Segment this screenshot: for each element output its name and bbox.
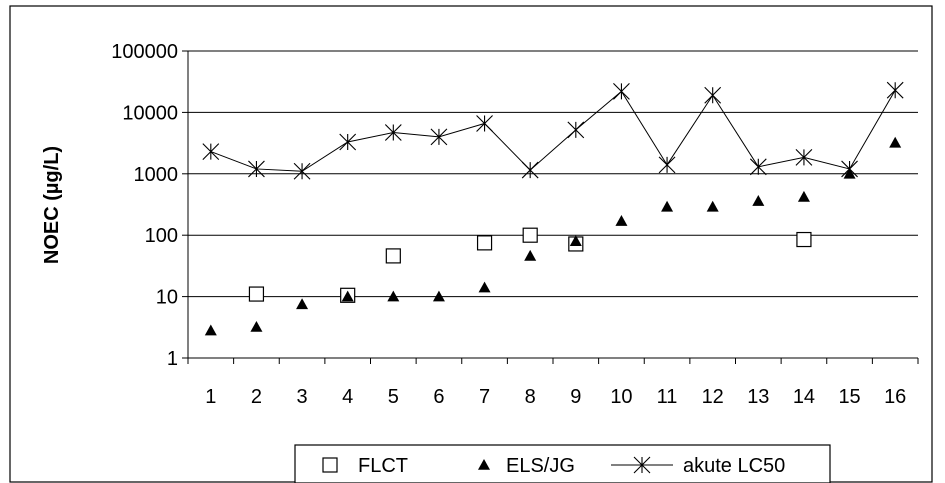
legend-label: akute LC50	[683, 455, 785, 477]
data-point	[704, 86, 722, 104]
x-tick-label: 6	[433, 386, 444, 408]
series-akute-lc50	[202, 81, 904, 180]
x-tick-label: 14	[793, 386, 815, 408]
x-tick-label: 11	[657, 386, 678, 408]
data-point	[296, 298, 309, 310]
series-layer	[202, 81, 904, 336]
x-tick-label: 16	[884, 386, 906, 408]
legend: FLCT ELS/JG akute LC50	[294, 444, 831, 483]
legend-marker	[633, 456, 651, 474]
gridlines	[182, 50, 919, 364]
legend-entry: akute LC50	[611, 455, 785, 477]
data-point	[752, 195, 765, 206]
legend-entry: ELS/JG	[478, 455, 575, 477]
data-point	[567, 121, 585, 139]
x-tick-label: 13	[747, 386, 769, 408]
data-point	[204, 324, 217, 336]
data-point	[250, 320, 263, 332]
data-point	[795, 149, 813, 166]
data-point	[522, 227, 538, 243]
series-line	[210, 89, 896, 172]
data-point	[339, 133, 357, 151]
y-tick-label: 10	[156, 287, 178, 309]
x-tick-label: 10	[610, 386, 632, 408]
legend-entry: FLCT	[322, 455, 408, 477]
legend-label: FLCT	[358, 455, 408, 477]
y-tick-label: 1	[167, 348, 178, 370]
data-point	[615, 215, 628, 226]
data-point	[889, 136, 902, 148]
data-point	[248, 160, 265, 178]
legend-label: ELS/JG	[506, 455, 575, 477]
y-tick-label: 1000	[134, 164, 179, 186]
series-flct	[248, 227, 812, 303]
data-point	[521, 161, 539, 179]
data-point	[613, 82, 630, 100]
data-point	[476, 115, 493, 132]
data-point	[569, 235, 582, 246]
data-point	[658, 156, 676, 174]
chart-frame	[9, 5, 933, 483]
x-tick-label: 2	[251, 386, 262, 408]
x-tick-label: 4	[342, 386, 353, 408]
x-tick-label: 1	[205, 386, 216, 408]
x-tick-label: 8	[525, 386, 536, 408]
x-tick-label: 3	[297, 386, 308, 408]
data-point	[385, 248, 401, 264]
data-point	[476, 235, 493, 251]
data-point	[387, 290, 400, 302]
data-point	[248, 286, 265, 302]
y-tick-label: 10000	[122, 102, 178, 124]
x-tick-label: 12	[702, 386, 724, 408]
data-point	[796, 231, 812, 248]
x-tick-label: 5	[388, 386, 399, 408]
data-point	[341, 290, 354, 302]
y-tick-label: 100000	[111, 41, 178, 63]
legend-marker	[478, 459, 490, 470]
data-point	[524, 249, 537, 261]
data-point	[841, 160, 858, 178]
legend-box	[294, 444, 831, 483]
data-point	[886, 81, 904, 99]
x-tick-label: 15	[838, 386, 860, 408]
data-point	[432, 290, 445, 302]
y-tick-labels: 1 10 100 1000 10000 100000	[111, 41, 178, 370]
data-point	[706, 200, 719, 212]
data-point	[661, 200, 674, 212]
series-els-jg	[204, 136, 902, 336]
data-point	[430, 128, 448, 146]
x-tick-labels: 1 2 3 4 5 6 7 8 9 10 11 12 13 14 15 16	[205, 386, 906, 408]
y-tick-label: 100	[145, 225, 178, 247]
data-point	[749, 158, 767, 176]
data-point	[293, 162, 311, 180]
data-point	[478, 281, 491, 293]
data-point	[797, 190, 810, 202]
x-tick-label: 7	[479, 386, 490, 408]
x-tick-label: 9	[570, 386, 581, 408]
y-axis-title: NOEC (µg/L)	[41, 146, 63, 264]
data-point	[202, 143, 220, 160]
legend-marker	[322, 457, 338, 473]
data-point	[384, 124, 402, 141]
